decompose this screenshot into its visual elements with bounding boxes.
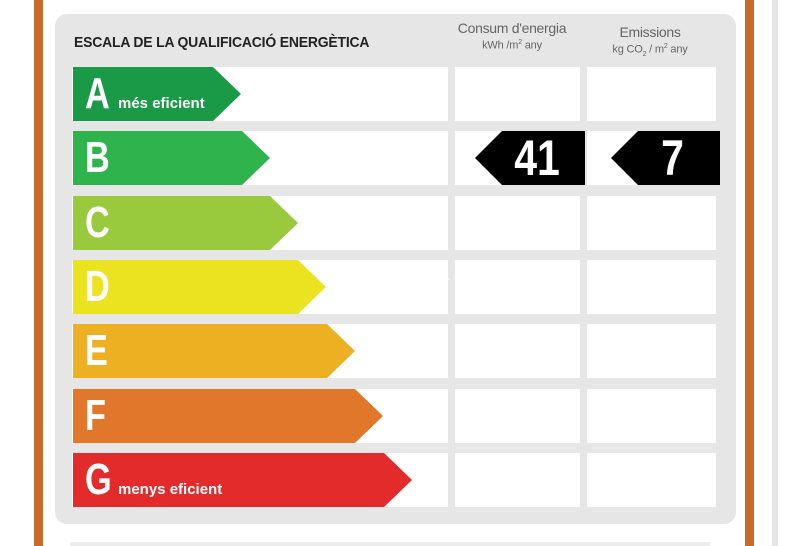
emissions-cell (587, 324, 716, 378)
grade-arrow-c (73, 196, 298, 250)
consumption-cell (455, 389, 580, 443)
grade-letter: F (85, 391, 106, 440)
grade-letter: A (85, 69, 110, 118)
grade-letter: E (85, 326, 108, 375)
grade-row-c: C (0, 196, 800, 250)
bottom-divider (70, 542, 710, 546)
grade-arrow-shape (73, 131, 270, 185)
consumption-rating-badge-value: 41 (514, 130, 560, 186)
emissions-rating-badge: 7 (611, 131, 720, 185)
grade-row-b: B 41 7 (0, 131, 800, 185)
grade-row-e: E (0, 324, 800, 378)
grade-arrow-shape (73, 324, 355, 378)
grade-arrow-e (73, 324, 355, 378)
grade-sublabel: més eficient (118, 95, 205, 112)
grade-arrow-b (73, 131, 270, 185)
grade-arrow-shape (73, 260, 326, 314)
grade-arrow-shape (73, 196, 298, 250)
grade-arrow-g (73, 453, 412, 507)
grade-arrow-f (73, 389, 383, 443)
consumption-cell (455, 453, 580, 507)
consumption-column-header: Consum d'energia kWh /m2 any (448, 20, 576, 52)
emissions-header-label: Emissions (619, 24, 681, 40)
grade-arrow-shape (73, 453, 412, 507)
consumption-cell (455, 324, 580, 378)
emissions-cell (587, 453, 716, 507)
frame-left-border (34, 0, 43, 546)
grade-arrow-d (73, 260, 326, 314)
watermark-logo: habitaclia (335, 256, 450, 286)
emissions-cell (587, 67, 716, 121)
consumption-cell (455, 260, 580, 314)
emissions-column-header: Emissions kg CO2 / m2 any (586, 24, 714, 58)
consumption-header-label: Consum d'energia (457, 20, 567, 36)
emissions-unit: kg CO2 / m2 any (612, 43, 688, 58)
grade-letter: B (85, 133, 110, 182)
consumption-cell (455, 196, 580, 250)
emissions-cell (587, 260, 716, 314)
grade-letter: G (85, 455, 112, 504)
grade-arrow-shape (73, 389, 383, 443)
scroll-edge (772, 0, 778, 546)
grade-letter: C (85, 198, 110, 247)
grade-arrow-a (73, 67, 241, 121)
grade-row-f: F (0, 389, 800, 443)
consumption-unit: kWh /m2 any (482, 39, 542, 52)
emissions-cell (587, 196, 716, 250)
emissions-cell (587, 389, 716, 443)
consumption-cell (455, 67, 580, 121)
grade-letter: D (85, 262, 110, 311)
grade-row-d: D (0, 260, 800, 314)
grade-sublabel: menys eficient (118, 481, 223, 498)
emissions-rating-badge-value: 7 (661, 130, 684, 186)
grade-arrow-shape (73, 67, 241, 121)
consumption-rating-badge: 41 (475, 131, 585, 185)
energy-scale-title: ESCALA DE LA QUALIFICACIÓ ENERGÈTICA (74, 34, 370, 51)
frame-right-border (745, 0, 754, 546)
